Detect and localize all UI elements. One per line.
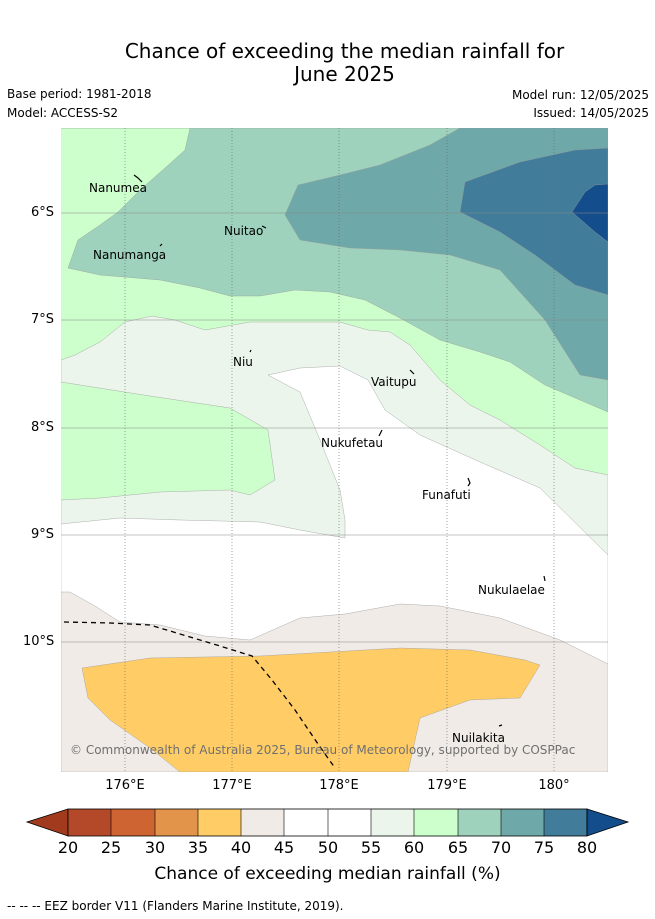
place-label-nuitao: Nuitao [224, 224, 264, 238]
place-label-vaitupu: Vaitupu [371, 375, 417, 389]
map-title-line1: Chance of exceeding the median rainfall … [124, 39, 565, 63]
colorbar-tick-20: 20 [57, 838, 79, 857]
island-nanumanga [159, 243, 163, 247]
map-title: Chance of exceeding the median rainfall … [0, 40, 655, 86]
colorbar-swatch-70-75 [501, 809, 544, 836]
place-label-nuilakita: Nuilakita [452, 731, 505, 745]
place-label-nanumanga: Nanumanga [93, 248, 167, 262]
colorbar-swatch-60-65 [414, 809, 458, 836]
island-nukulaelae [543, 575, 546, 582]
colorbar-tick-55: 55 [360, 838, 382, 857]
colorbar-swatch-65-70 [458, 809, 501, 836]
colorbar-swatch-20-25 [68, 809, 111, 836]
lon-label-177e: 177°E [212, 778, 252, 793]
colorbar-tick-35: 35 [187, 838, 209, 857]
colorbar-tick-40: 40 [230, 838, 252, 857]
model-name: Model: ACCESS-S2 [7, 106, 119, 120]
place-label-funafuti: Funafuti [422, 488, 471, 502]
island-funafuti [467, 477, 471, 487]
issued-date: Issued: 14/05/2025 [533, 106, 649, 120]
place-label-nukufetau: Nukufetau [321, 436, 384, 450]
zone-75-80 [459, 147, 608, 296]
island-niu [249, 349, 252, 353]
map-title-line2: June 2025 [294, 62, 395, 86]
lat-label-10s: 10°S [23, 634, 55, 649]
base-period: Base period: 1981-2018 [7, 87, 152, 101]
colorbar-tick-60: 60 [403, 838, 425, 857]
islands [133, 174, 546, 727]
colorbar-under-arrow [25, 808, 69, 837]
colorbar-tick-75: 75 [533, 838, 555, 857]
island-vaitupu [409, 369, 415, 375]
lon-label-180: 180° [538, 778, 570, 793]
colorbar-tick-30: 30 [144, 838, 166, 857]
lon-label-178e: 178°E [319, 778, 359, 793]
lat-label-8s: 8°S [31, 420, 55, 435]
latitude-gridlines [61, 212, 608, 643]
colorbar-over-arrow [586, 808, 630, 837]
island-nukufetau [378, 429, 383, 437]
rainfall-probability-map [61, 128, 608, 772]
colorbar-label: Chance of exceeding median rainfall (%) [154, 864, 501, 884]
lat-label-9s: 9°S [31, 527, 55, 542]
colorbar-swatch-55-60 [371, 809, 414, 836]
colorbar-swatch-75-80 [544, 809, 587, 836]
colorbar-swatch-50-55 [328, 809, 371, 836]
place-label-niu: Niu [233, 355, 253, 369]
colorbar-swatch-45-50 [284, 809, 328, 836]
colorbar-tick-65: 65 [447, 838, 469, 857]
colorbar-tick-50: 50 [317, 838, 339, 857]
colorbar-swatch-40-45 [241, 809, 284, 836]
colorbar-tick-80: 80 [576, 838, 598, 857]
place-label-nukulaelae: Nukulaelae [478, 583, 545, 597]
colorbar-swatch-30-35 [155, 809, 198, 836]
colorbar-tick-25: 25 [100, 838, 122, 857]
colorbar-swatch-35-40 [198, 809, 241, 836]
place-label-nanumea: Nanumea [89, 181, 147, 195]
island-nuilakita [498, 724, 503, 727]
lon-label-179e: 179°E [427, 778, 467, 793]
model-run: Model run: 12/05/2025 [511, 88, 649, 102]
lat-label-7s: 7°S [31, 312, 55, 327]
eez-border-line [63, 621, 336, 769]
colorbar [25, 808, 630, 837]
zone-35-40 [81, 647, 541, 772]
longitude-gridlines [124, 128, 555, 772]
copyright-notice: © Commonwealth of Australia 2025, Bureau… [70, 743, 576, 757]
island-nuitao [261, 225, 267, 229]
lat-label-6s: 6°S [31, 205, 55, 220]
island-nanumea [133, 174, 143, 183]
colorbar-swatch-25-30 [111, 809, 155, 836]
colorbar-tick-45: 45 [273, 838, 295, 857]
colorbar-tick-70: 70 [490, 838, 512, 857]
lon-label-176e: 176°E [105, 778, 145, 793]
eez-legend-note: -- -- -- EEZ border V11 (Flanders Marine… [7, 899, 344, 913]
